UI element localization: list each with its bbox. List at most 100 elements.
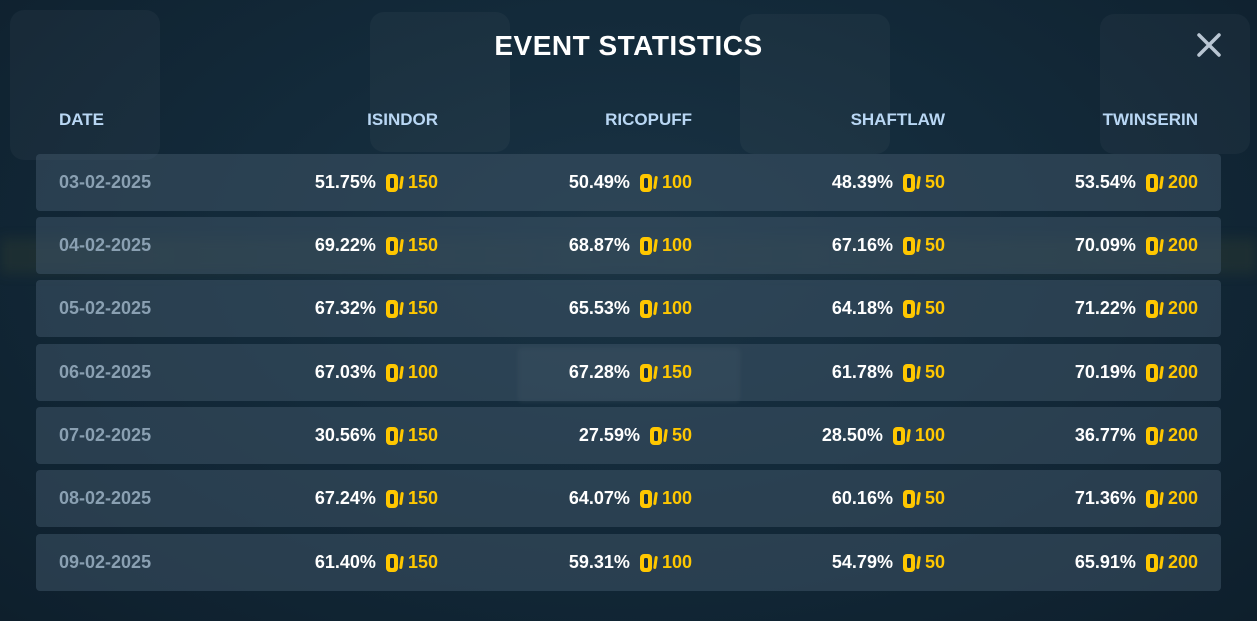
cell-percentage: 54.79% (831, 552, 893, 572)
modal-title: EVENT STATISTICS (494, 30, 763, 61)
cell-twinserin: 53.54% 200 (1075, 154, 1198, 211)
cell-ricopuff: 64.07% 100 (569, 470, 692, 527)
header-shaftlaw: SHAFTLAW (850, 110, 945, 129)
coin-icon (385, 236, 405, 256)
cell-isindor: 69.22% 150 (315, 217, 438, 274)
cell-percentage: 48.39% (831, 172, 893, 192)
cell-percentage: 30.56% (314, 425, 376, 445)
cell-percentage: 64.07% (568, 488, 630, 508)
cell-twinserin: 65.91% 200 (1075, 534, 1198, 591)
cell-percentage: 61.78% (831, 362, 893, 382)
cell-ricopuff: 50.49% 100 (569, 154, 692, 211)
cell-percentage: 61.40% (314, 552, 376, 572)
coin-icon (385, 173, 405, 193)
cell-coin-amount: 100 (661, 235, 692, 255)
coin-icon (649, 426, 669, 446)
header-isindor: ISINDOR (367, 110, 438, 129)
cell-isindor: 67.32% 150 (315, 280, 438, 337)
cell-percentage: 53.54% (1074, 172, 1136, 192)
cell-percentage: 71.36% (1074, 488, 1136, 508)
coin-icon (639, 173, 659, 193)
cell-percentage: 60.16% (831, 488, 893, 508)
cell-isindor: 30.56% 150 (315, 407, 438, 464)
coin-icon (385, 299, 405, 319)
coin-icon (385, 363, 405, 383)
cell-isindor: 67.24% 150 (315, 470, 438, 527)
row-date: 09-02-2025 (59, 552, 152, 572)
header-twinserin: TWINSERIN (1102, 110, 1198, 129)
cell-coin-amount: 200 (1167, 172, 1198, 192)
cell-coin-amount: 150 (661, 362, 692, 382)
cell-shaftlaw: 60.16% 50 (832, 470, 945, 527)
coin-icon (902, 363, 922, 383)
cell-coin-amount: 50 (671, 425, 692, 445)
cell-percentage: 51.75% (314, 172, 376, 192)
cell-twinserin: 36.77% 200 (1075, 407, 1198, 464)
cell-twinserin: 70.19% 200 (1075, 344, 1198, 401)
cell-shaftlaw: 28.50% 100 (822, 407, 945, 464)
cell-coin-amount: 50 (924, 488, 945, 508)
close-button[interactable] (1190, 28, 1228, 66)
cell-coin-amount: 200 (1167, 552, 1198, 572)
cell-coin-amount: 100 (661, 552, 692, 572)
cell-coin-amount: 150 (407, 172, 438, 192)
cell-percentage: 28.50% (821, 425, 883, 445)
cell-coin-amount: 50 (924, 172, 945, 192)
coin-icon (639, 236, 659, 256)
cell-ricopuff: 27.59% 50 (579, 407, 692, 464)
table-row: 08-02-2025 67.24% 150 64.07% 100 60.16% 50 71.3… (36, 470, 1221, 527)
coin-icon (902, 553, 922, 573)
coin-icon (1145, 426, 1165, 446)
cell-percentage: 50.49% (568, 172, 630, 192)
cell-coin-amount: 200 (1167, 235, 1198, 255)
cell-coin-amount: 100 (407, 362, 438, 382)
coin-icon (1145, 489, 1165, 509)
header-date: DATE (59, 110, 105, 129)
cell-coin-amount: 200 (1167, 362, 1198, 382)
table-row: 07-02-2025 30.56% 150 27.59% 50 28.50% 100 36.7… (36, 407, 1221, 464)
cell-shaftlaw: 64.18% 50 (832, 280, 945, 337)
coin-icon (385, 489, 405, 509)
table-row: 05-02-2025 67.32% 150 65.53% 100 64.18% 50 71.2… (36, 280, 1221, 337)
table-row: 06-02-2025 67.03% 100 67.28% 150 61.78% 50 70.1… (36, 344, 1221, 401)
coin-icon (639, 299, 659, 319)
cell-coin-amount: 50 (924, 298, 945, 318)
cell-coin-amount: 100 (661, 488, 692, 508)
cell-isindor: 61.40% 150 (315, 534, 438, 591)
cell-isindor: 51.75% 150 (315, 154, 438, 211)
coin-icon (902, 489, 922, 509)
cell-coin-amount: 150 (407, 235, 438, 255)
cell-coin-amount: 200 (1167, 425, 1198, 445)
cell-percentage: 67.16% (831, 235, 893, 255)
cell-coin-amount: 100 (661, 172, 692, 192)
table-row: 03-02-2025 51.75% 150 50.49% 100 48.39% 50 53.5… (36, 154, 1221, 211)
row-date: 05-02-2025 (59, 298, 152, 318)
cell-coin-amount: 200 (1167, 488, 1198, 508)
cell-twinserin: 71.36% 200 (1075, 470, 1198, 527)
cell-ricopuff: 68.87% 100 (569, 217, 692, 274)
cell-percentage: 59.31% (568, 552, 630, 572)
cell-coin-amount: 150 (407, 552, 438, 572)
cell-percentage: 71.22% (1074, 298, 1136, 318)
coin-icon (1145, 553, 1165, 573)
coin-icon (902, 236, 922, 256)
cell-shaftlaw: 54.79% 50 (832, 534, 945, 591)
cell-coin-amount: 100 (661, 298, 692, 318)
cell-percentage: 67.24% (314, 488, 376, 508)
cell-coin-amount: 50 (924, 552, 945, 572)
cell-coin-amount: 50 (924, 362, 945, 382)
table-row: 04-02-2025 69.22% 150 68.87% 100 67.16% 50 70.0… (36, 217, 1221, 274)
cell-twinserin: 71.22% 200 (1075, 280, 1198, 337)
coin-icon (902, 299, 922, 319)
cell-coin-amount: 150 (407, 298, 438, 318)
cell-percentage: 27.59% (578, 425, 640, 445)
coin-icon (639, 489, 659, 509)
cell-ricopuff: 65.53% 100 (569, 280, 692, 337)
cell-shaftlaw: 48.39% 50 (832, 154, 945, 211)
cell-ricopuff: 59.31% 100 (569, 534, 692, 591)
cell-percentage: 70.19% (1074, 362, 1136, 382)
cell-isindor: 67.03% 100 (315, 344, 438, 401)
row-date: 07-02-2025 (59, 425, 152, 445)
cell-coin-amount: 150 (407, 488, 438, 508)
cell-coin-amount: 150 (407, 425, 438, 445)
